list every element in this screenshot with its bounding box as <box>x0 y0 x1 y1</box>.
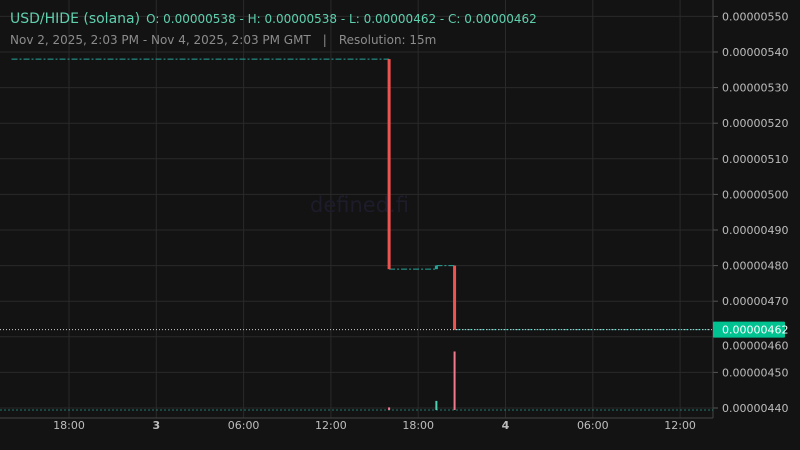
x-tick-label: 06:00 <box>228 419 260 432</box>
y-tick-label: 0.00000540 <box>722 46 788 59</box>
x-tick-label: 12:00 <box>315 419 347 432</box>
ohlc-values: O: 0.00000538 - H: 0.00000538 - L: 0.000… <box>146 12 537 26</box>
volume-bar <box>435 400 438 410</box>
watermark: defined.fi <box>310 193 409 217</box>
y-tick-label: 0.00000440 <box>722 402 788 415</box>
x-tick-label: 3 <box>152 419 160 432</box>
chart-subtitle: Nov 2, 2025, 2:03 PM - Nov 4, 2025, 2:03… <box>10 33 436 47</box>
y-tick-label: 0.00000470 <box>722 295 788 308</box>
y-tick-label: 0.00000480 <box>722 260 788 273</box>
resolution-label: Resolution: 15m <box>338 33 437 47</box>
y-tick-label: 0.00000490 <box>722 224 788 237</box>
y-tick-label: 0.00000450 <box>722 366 788 379</box>
x-tick-label: 18:00 <box>53 419 85 432</box>
date-range: Nov 2, 2025, 2:03 PM - Nov 4, 2025, 2:03… <box>10 33 311 47</box>
y-tick-label: 0.00000460 <box>722 340 788 353</box>
candle <box>434 265 438 270</box>
chart-legend: USD/HIDE (solana) O: 0.00000538 - H: 0.00… <box>10 11 537 27</box>
volume-bar <box>388 407 391 410</box>
y-tick-label: 0.00000510 <box>722 153 788 166</box>
symbol-label: USD/HIDE (solana) <box>10 11 141 27</box>
x-tick-label: 4 <box>502 419 510 432</box>
candle <box>387 59 391 270</box>
last-price-label: 0.00000462 <box>722 324 788 337</box>
candle <box>453 265 457 330</box>
volume-bar <box>453 351 456 410</box>
y-tick-label: 0.00000530 <box>722 82 788 95</box>
separator: | <box>322 33 327 47</box>
y-tick-label: 0.00000520 <box>722 117 788 130</box>
y-tick-label: 0.00000550 <box>722 10 788 23</box>
x-tick-label: 06:00 <box>577 419 609 432</box>
last-price-tag <box>713 321 785 338</box>
x-tick-label: 12:00 <box>664 419 696 432</box>
y-tick-label: 0.00000500 <box>722 188 788 201</box>
x-tick-label: 18:00 <box>402 419 434 432</box>
